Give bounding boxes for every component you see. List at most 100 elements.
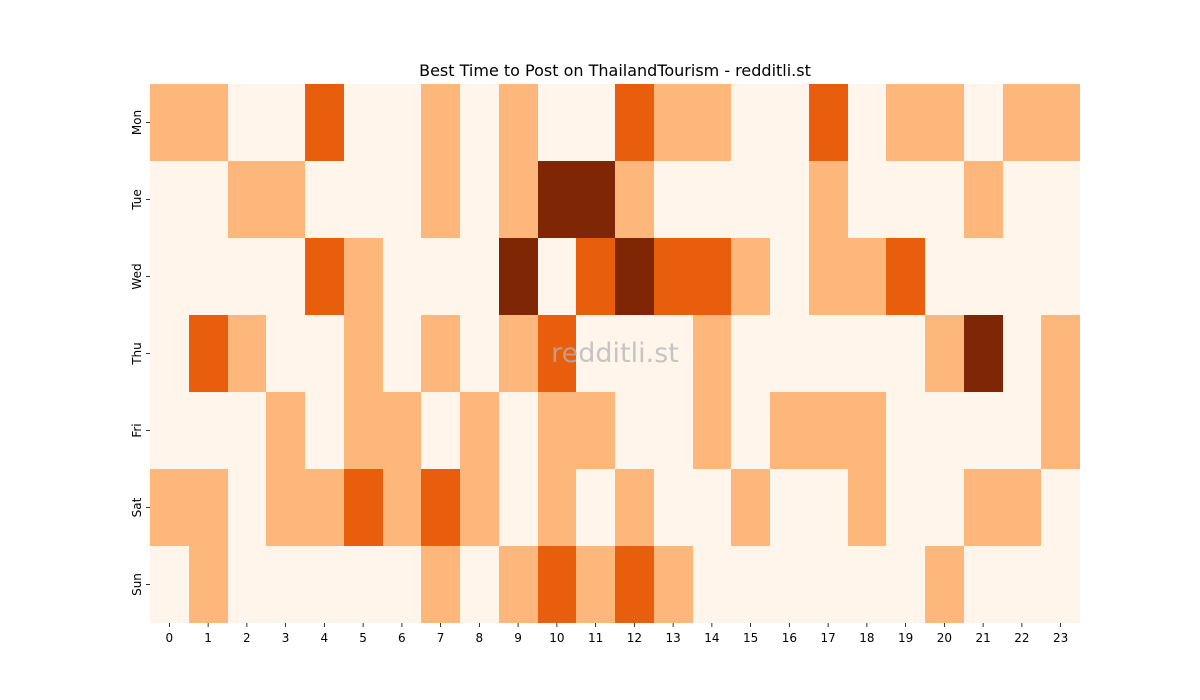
x-tick-label: 3: [282, 631, 290, 645]
heatmap-cell-thu-14: [693, 315, 731, 392]
heatmap-cell-fri-18: [848, 392, 886, 469]
y-tick-label: Wed: [130, 263, 144, 289]
heatmap-cell-mon-16: [770, 84, 809, 161]
x-tick-label: 4: [321, 631, 329, 645]
heatmap-cell-thu-1: [189, 315, 228, 392]
heatmap-cell-wed-23: [1041, 238, 1080, 315]
heatmap-cell-thu-6: [383, 315, 421, 392]
heatmap-cell-sun-4: [305, 546, 344, 623]
x-tick-label: 9: [514, 631, 522, 645]
heatmap-cell-sat-1: [189, 469, 228, 546]
heatmap-cell-sat-15: [731, 469, 770, 546]
heatmap-cell-sun-16: [770, 546, 809, 623]
heatmap-cell-sun-11: [576, 546, 615, 623]
heatmap-cell-thu-16: [770, 315, 809, 392]
heatmap-cell-sat-11: [576, 469, 615, 546]
heatmap-cell-sat-18: [848, 469, 886, 546]
heatmap-cell-thu-13: [654, 315, 693, 392]
heatmap-cell-sun-6: [383, 546, 421, 623]
heatmap-cell-thu-20: [925, 315, 964, 392]
heatmap-cell-tue-16: [770, 161, 809, 238]
heatmap-cell-sun-22: [1003, 546, 1041, 623]
heatmap-cell-wed-16: [770, 238, 809, 315]
chart-title: Best Time to Post on ThailandTourism - r…: [419, 61, 811, 80]
heatmap-cell-thu-22: [1003, 315, 1041, 392]
heatmap-cell-sun-14: [693, 546, 731, 623]
x-tick-label: 11: [588, 631, 603, 645]
heatmap-cell-tue-23: [1041, 161, 1080, 238]
heatmap-cell-fri-1: [189, 392, 228, 469]
heatmap-cell-mon-1: [189, 84, 228, 161]
heatmap-cell-fri-17: [809, 392, 848, 469]
heatmap-cell-wed-21: [964, 238, 1003, 315]
heatmap-cell-sun-2: [228, 546, 266, 623]
heatmap-cell-sat-5: [344, 469, 383, 546]
heatmap-cell-fri-20: [925, 392, 964, 469]
heatmap-cell-tue-14: [693, 161, 731, 238]
heatmap-cell-fri-16: [770, 392, 809, 469]
heatmap-cell-sun-3: [266, 546, 305, 623]
heatmap-cell-tue-10: [538, 161, 576, 238]
heatmap-cell-tue-4: [305, 161, 344, 238]
heatmap-cell-tue-6: [383, 161, 421, 238]
heatmap-cell-sun-8: [460, 546, 499, 623]
heatmap-cell-mon-13: [654, 84, 693, 161]
heatmap-cell-sat-6: [383, 469, 421, 546]
heatmap-cell-tue-0: [150, 161, 189, 238]
y-tick-label: Sat: [130, 497, 144, 517]
x-tick-label: 15: [743, 631, 758, 645]
heatmap-cell-mon-11: [576, 84, 615, 161]
heatmap-cell-thu-7: [421, 315, 460, 392]
heatmap-cell-wed-6: [383, 238, 421, 315]
heatmap-cell-thu-11: [576, 315, 615, 392]
heatmap-cell-mon-8: [460, 84, 499, 161]
x-axis: 0 1 2 3 4 5 6 7 8 9 10 11 12 13 14 15 16 17 18 19 20 21 22 23: [166, 623, 1068, 645]
heatmap-cell-thu-0: [150, 315, 189, 392]
heatmap-cell-fri-22: [1003, 392, 1041, 469]
heatmap-cell-tue-7: [421, 161, 460, 238]
heatmap-cell-tue-22: [1003, 161, 1041, 238]
heatmap-cell-fri-11: [576, 392, 615, 469]
heatmap-cell-sun-15: [731, 546, 770, 623]
heatmap-cell-tue-19: [886, 161, 925, 238]
heatmap-cell-wed-0: [150, 238, 189, 315]
heatmap-cell-wed-14: [693, 238, 731, 315]
heatmap-cell-sun-7: [421, 546, 460, 623]
heatmap-cell-thu-23: [1041, 315, 1080, 392]
heatmap-cell-fri-14: [693, 392, 731, 469]
heatmap-cell-thu-8: [460, 315, 499, 392]
heatmap-cell-tue-13: [654, 161, 693, 238]
heatmap-cell-tue-21: [964, 161, 1003, 238]
heatmap-cell-thu-12: [615, 315, 654, 392]
heatmap-cell-wed-7: [421, 238, 460, 315]
heatmap-cell-mon-9: [499, 84, 538, 161]
heatmap-cell-sat-7: [421, 469, 460, 546]
heatmap-cell-sat-14: [693, 469, 731, 546]
x-tick-label: 14: [704, 631, 719, 645]
heatmap-cell-fri-15: [731, 392, 770, 469]
heatmap-cell-mon-21: [964, 84, 1003, 161]
y-tick-label: Mon: [130, 110, 144, 135]
heatmap-cell-mon-19: [886, 84, 925, 161]
heatmap-cell-thu-9: [499, 315, 538, 392]
x-tick-label: 19: [898, 631, 913, 645]
heatmap-cell-thu-15: [731, 315, 770, 392]
heatmap-cell-sun-17: [809, 546, 848, 623]
heatmap-cell-fri-13: [654, 392, 693, 469]
x-tick-label: 20: [937, 631, 952, 645]
x-tick-label: 5: [359, 631, 367, 645]
heatmap-cell-thu-21: [964, 315, 1003, 392]
x-tick-label: 2: [243, 631, 251, 645]
heatmap-cell-thu-5: [344, 315, 383, 392]
heatmap-cell-fri-8: [460, 392, 499, 469]
heatmap-cell-tue-11: [576, 161, 615, 238]
heatmap-cell-sun-18: [848, 546, 886, 623]
heatmap-cell-thu-2: [228, 315, 266, 392]
heatmap-cell-tue-8: [460, 161, 499, 238]
heatmap-cell-mon-2: [228, 84, 266, 161]
heatmap-cell-mon-6: [383, 84, 421, 161]
heatmap-cell-sat-23: [1041, 469, 1080, 546]
heatmap-cell-mon-0: [150, 84, 189, 161]
heatmap-cell-tue-2: [228, 161, 266, 238]
heatmap-cell-sat-3: [266, 469, 305, 546]
